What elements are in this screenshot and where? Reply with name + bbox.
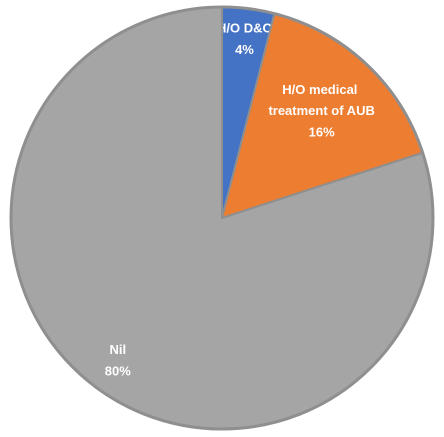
slice-category-label: Nil	[110, 342, 127, 357]
slice-category-label: H/O medical treatment of AUB	[268, 82, 374, 118]
label-line: H/O medical	[282, 82, 361, 97]
slice-value-label: 80%	[105, 363, 131, 378]
label-line: H/O D&C	[217, 21, 273, 36]
slice-value-label: 16%	[309, 124, 335, 139]
slice-value-label: 4%	[235, 42, 254, 57]
label-line: Nil	[110, 342, 127, 357]
pie-outline	[9, 5, 435, 431]
slice-category-label: H/O D&C	[217, 21, 273, 36]
label-line: treatment of AUB	[268, 103, 374, 118]
